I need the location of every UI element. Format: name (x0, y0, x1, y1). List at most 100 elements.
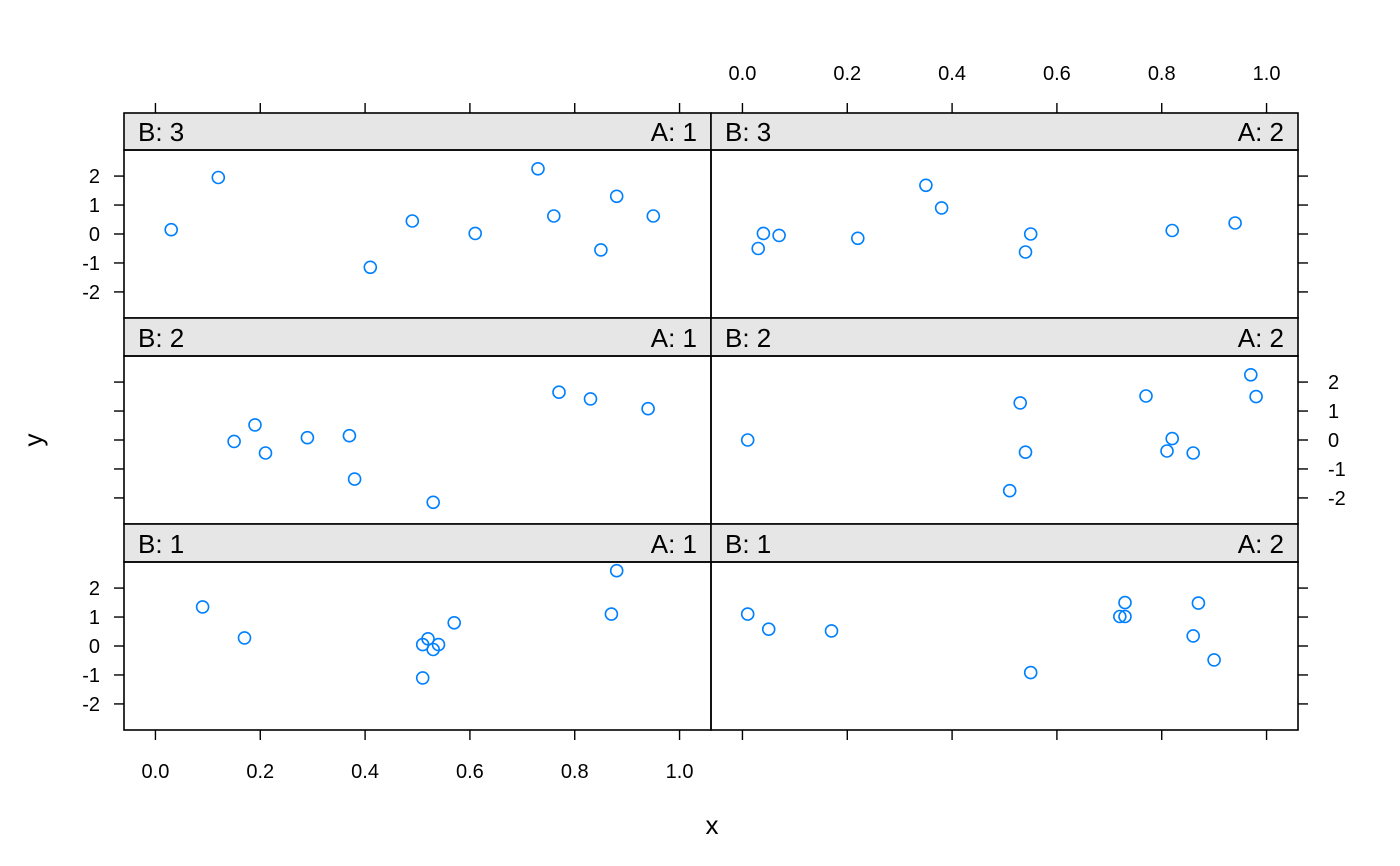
data-point (824, 624, 839, 638)
data-point (248, 418, 262, 432)
data-point (609, 189, 624, 204)
data-point (1207, 653, 1221, 667)
axes-layer: 0.0 0.2 0.4 0.6 0.8 1.0 0.0 0.2 0.4 0.6 0.8 1.0 -2 -1… (82, 63, 1346, 783)
y-tick-label-right: 2 (1328, 372, 1339, 394)
panel-frame (710, 355, 1299, 525)
strip-label-right: A: 1 (651, 117, 697, 147)
strip-label-left: B: 1 (725, 529, 771, 559)
x-tick-label: 0.2 (246, 761, 274, 783)
data-point (426, 495, 441, 510)
data-point (546, 209, 561, 223)
x-tick-label: 1.0 (666, 761, 694, 783)
strip-background (710, 523, 1299, 563)
y-tick-label: 2 (89, 578, 100, 600)
data-point (363, 260, 378, 275)
data-point (431, 637, 446, 652)
x-tick-label-top: 0.2 (833, 63, 861, 85)
data-point (1018, 445, 1033, 460)
strip-label-left: B: 2 (138, 323, 184, 353)
panel-frame (123, 355, 712, 525)
y-tick-label: -1 (82, 253, 100, 275)
panel-frame (710, 149, 1299, 319)
data-point (740, 433, 755, 447)
y-tick-label: -2 (82, 694, 100, 716)
x-tick-label: 0.6 (456, 761, 484, 783)
data-point (1191, 596, 1206, 610)
panel-1-1: B: 3 A: 1 (123, 112, 712, 319)
data-point (1160, 444, 1174, 458)
strip-label-right: A: 2 (1238, 117, 1284, 147)
data-point (531, 162, 545, 176)
panel-3-2: B: 1 A: 2 (710, 523, 1299, 731)
strip-label-right: A: 2 (1238, 529, 1284, 559)
data-point (1249, 389, 1263, 404)
data-point (1023, 227, 1038, 241)
data-point (1186, 629, 1200, 643)
data-point (850, 231, 865, 246)
data-point (164, 222, 178, 237)
panel-3-1: B: 1 A: 1 (123, 523, 712, 731)
x-axis-title: x (706, 810, 719, 840)
data-point (1186, 446, 1200, 460)
data-point (300, 430, 315, 445)
strip-background (123, 317, 712, 357)
strip-background (710, 112, 1299, 151)
data-point (1113, 609, 1127, 624)
data-point (646, 209, 661, 223)
panel-2-1: B: 2 A: 1 (123, 317, 712, 525)
data-point (447, 615, 462, 630)
strip-background (710, 317, 1299, 357)
y-tick-label-right: -1 (1328, 459, 1346, 481)
data-point (421, 631, 435, 646)
strip-label-left: B: 1 (138, 529, 184, 559)
data-point (1023, 665, 1038, 680)
y-axis-title: y (18, 434, 48, 447)
data-point (756, 226, 771, 241)
data-point (583, 392, 598, 406)
strip-label-right: A: 1 (651, 323, 697, 353)
data-point (468, 226, 483, 241)
x-tick-label-top: 0.0 (729, 63, 757, 85)
strip-background (123, 112, 712, 151)
data-point (594, 243, 608, 257)
data-point (641, 401, 655, 416)
data-point (1002, 483, 1017, 498)
x-tick-label: 0.0 (142, 761, 170, 783)
strip-label-left: B: 3 (138, 117, 184, 147)
data-point (227, 434, 241, 449)
strip-label-left: B: 3 (725, 117, 771, 147)
strip-label-left: B: 2 (725, 323, 771, 353)
data-point (751, 241, 766, 256)
data-point (740, 607, 755, 621)
y-tick-label: 0 (89, 224, 100, 246)
strip-background (123, 523, 712, 563)
x-tick-label-top: 0.8 (1148, 63, 1176, 85)
data-point (609, 563, 624, 578)
data-point (772, 228, 786, 243)
data-point (347, 472, 362, 486)
data-point (415, 671, 430, 685)
data-point (1228, 216, 1242, 230)
y-tick-label-right: 0 (1328, 430, 1339, 452)
y-tick-label: 2 (89, 166, 100, 188)
x-tick-label: 0.4 (351, 761, 379, 783)
data-point (195, 600, 210, 614)
y-tick-label: -1 (82, 665, 100, 687)
data-point (342, 428, 357, 443)
panel-1-2: B: 3 A: 2 (710, 112, 1299, 319)
x-tick-label-top: 0.4 (938, 63, 966, 85)
panel-2-2: B: 2 A: 2 (710, 317, 1299, 525)
y-tick-label-right: 1 (1328, 401, 1339, 423)
x-tick-label-top: 0.6 (1043, 63, 1071, 85)
data-point (405, 214, 420, 228)
panels-layer: B: 3 A: 1 B: 3 A: 2 B: 2 A: 1 B: 2 A: 2 B: 1 A: 1… (123, 112, 1299, 731)
data-point (1018, 245, 1033, 259)
y-tick-label: 0 (89, 636, 100, 658)
data-point (1118, 609, 1132, 624)
data-point (1139, 389, 1153, 403)
data-point (761, 622, 776, 637)
data-point (552, 385, 566, 400)
y-tick-label-right: -2 (1328, 488, 1346, 510)
data-point (1118, 595, 1132, 610)
